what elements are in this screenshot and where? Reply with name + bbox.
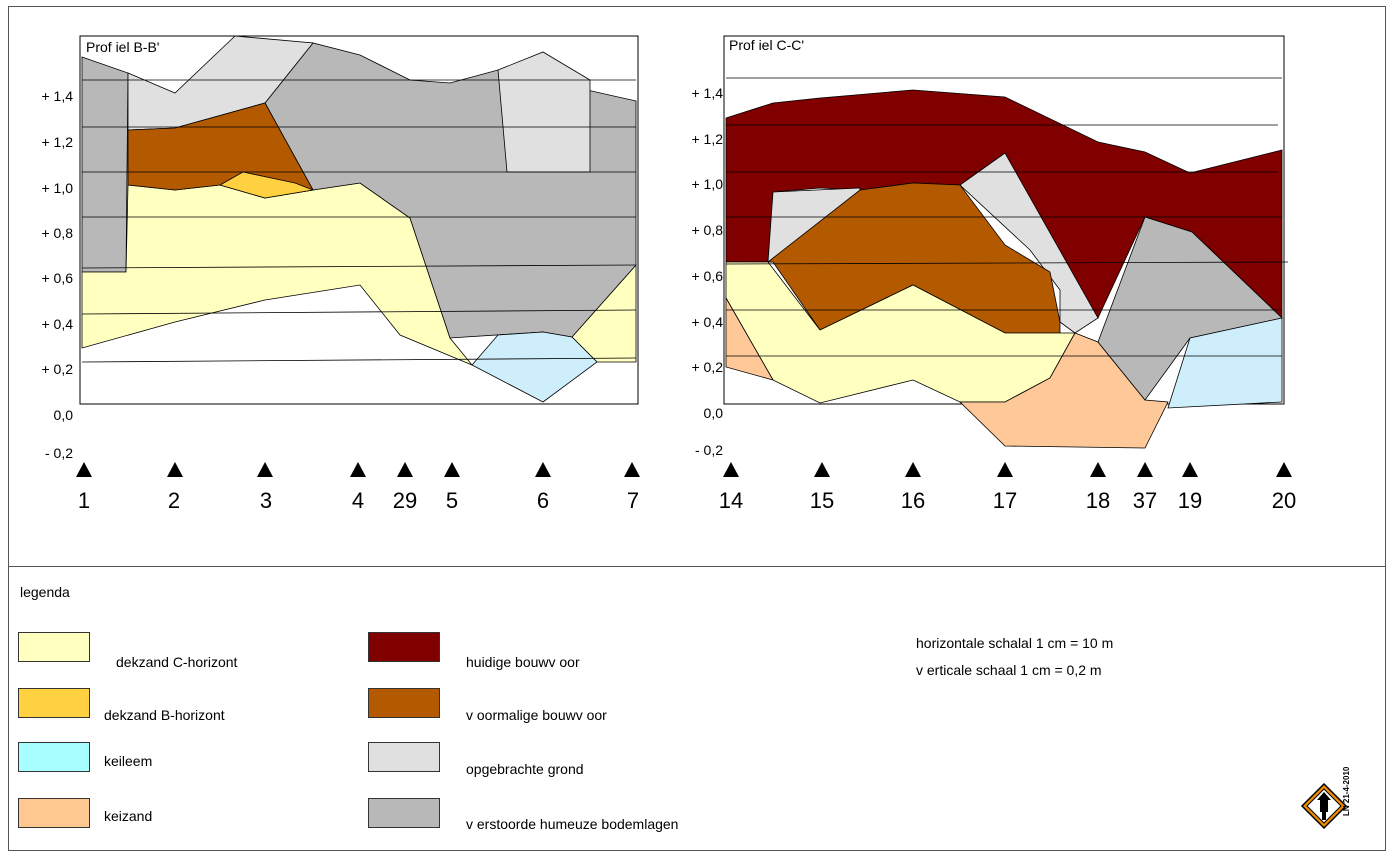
- cc-opgebracht-right: [959, 152, 1099, 334]
- cc-point-label: 37: [1133, 488, 1157, 513]
- bb-point-label: 29: [393, 488, 417, 513]
- cc-point-label: 19: [1178, 488, 1202, 513]
- bb-y-label: 0,0: [54, 407, 74, 423]
- legend-label-opgebracht: opgebrachte grond: [466, 761, 584, 777]
- logo-text: LN 21-4-2010: [1342, 766, 1351, 816]
- legend-title: legenda: [20, 584, 70, 600]
- legend-label-c-horizon: dekzand C-horizont: [116, 654, 238, 670]
- bb-marker-2: [167, 462, 183, 477]
- cc-marker-14: [723, 462, 739, 477]
- cc-keizand-left: [725, 296, 774, 381]
- cc-marker-15: [814, 462, 830, 477]
- cc-y-label: 0,0: [704, 405, 724, 421]
- cc-y-label: + 1,2: [691, 131, 723, 147]
- cc-point-label: 18: [1086, 488, 1110, 513]
- bb-y-label: + 0,4: [41, 316, 73, 332]
- cc-marker-19: [1182, 462, 1198, 477]
- logo-icon: [1300, 782, 1348, 830]
- cc-point-label: 17: [993, 488, 1017, 513]
- bb-point-label: 6: [537, 488, 549, 513]
- bb-marker-1: [76, 462, 92, 477]
- legend-label-keileem: keileem: [104, 753, 153, 769]
- legend-swatch-opgebracht: [368, 742, 440, 772]
- cc-gridlines: [725, 77, 1289, 357]
- cc-y-label: + 1,0: [691, 176, 723, 192]
- bb-marker-3: [257, 462, 273, 477]
- bb-y-label: + 0,6: [41, 270, 73, 286]
- bb-point-label: 5: [446, 488, 458, 513]
- bb-point-label: 2: [168, 488, 180, 513]
- legend-swatch-verstoord: [368, 798, 440, 828]
- scale-vertical: v erticale schaal 1 cm = 0,2 m: [916, 662, 1102, 678]
- cc-title: Prof iel C-C': [729, 37, 804, 53]
- bb-point-label: 1: [78, 488, 90, 513]
- bb-y-label: + 0,8: [41, 225, 73, 241]
- cc-y-label: + 0,4: [691, 314, 723, 330]
- cc-marker-16: [905, 462, 921, 477]
- bb-marker-6: [535, 462, 551, 477]
- cc-marker-37: [1137, 462, 1153, 477]
- cc-marker-18: [1090, 462, 1106, 477]
- bb-point-label: 4: [352, 488, 364, 513]
- cc-point-label: 14: [719, 488, 743, 513]
- legend-swatch-voormalige: [368, 688, 440, 718]
- scale-horizontal: horizontale schalal 1 cm = 10 m: [916, 635, 1114, 651]
- legend-frame: [8, 566, 1386, 851]
- bb-point-label: 7: [627, 488, 639, 513]
- cc-y-label: - 0,2: [695, 442, 723, 458]
- cc-point-labels: 14 15 16 17 18 37 19 20: [719, 488, 1296, 513]
- bb-y-label: + 0,2: [41, 361, 73, 377]
- legend-swatch-b-horizon: [18, 688, 90, 718]
- bb-b-horizon: [218, 171, 315, 199]
- cc-y-label: + 1,4: [691, 85, 723, 101]
- cc-y-label: + 0,2: [691, 359, 723, 375]
- cc-markers: [723, 462, 1292, 477]
- legend-label-verstoord: v erstoorde humeuze bodemlagen: [466, 816, 679, 832]
- cc-y-labels: + 1,4 + 1,2 + 1,0 + 0,8 + 0,6 + 0,4 + 0,…: [691, 85, 723, 458]
- bb-marker-7: [624, 462, 640, 477]
- legend-swatch-c-horizon: [18, 632, 90, 662]
- bb-marker-29: [397, 462, 413, 477]
- bb-y-label: + 1,4: [41, 88, 73, 104]
- bb-gridlines: [81, 79, 637, 363]
- legend-label-huidige: huidige bouwv oor: [466, 654, 580, 670]
- profile-cc: [723, 35, 1292, 477]
- legend-swatch-huidige: [368, 632, 440, 662]
- cc-y-label: + 0,6: [691, 268, 723, 284]
- bb-keileem: [471, 331, 598, 403]
- bb-title: Prof iel B-B': [86, 39, 159, 55]
- bb-point-labels: 1 2 3 4 29 5 6 7: [78, 488, 639, 513]
- cc-point-label: 15: [810, 488, 834, 513]
- cc-keileem: [1167, 317, 1283, 409]
- profile-bb: [76, 35, 640, 477]
- bb-y-labels: + 1,4 + 1,2 + 1,0 + 0,8 + 0,6 + 0,4 + 0,…: [41, 88, 73, 461]
- cc-y-label: + 0,8: [691, 222, 723, 238]
- legend-label-b-horizon: dekzand B-horizont: [104, 707, 225, 723]
- cc-marker-20: [1276, 462, 1292, 477]
- bb-point-label: 3: [260, 488, 272, 513]
- cc-point-label: 20: [1272, 488, 1296, 513]
- legend-swatch-keileem: [18, 742, 90, 772]
- legend-swatch-keizand: [18, 798, 90, 828]
- bb-y-label: + 1,0: [41, 180, 73, 196]
- bb-verstoord-left: [81, 56, 129, 273]
- cc-marker-17: [997, 462, 1013, 477]
- bb-opgebracht-right: [497, 51, 591, 173]
- bb-markers: [76, 462, 640, 477]
- bb-marker-5: [444, 462, 460, 477]
- legend-label-keizand: keizand: [104, 808, 153, 824]
- bb-y-label: - 0,2: [45, 445, 73, 461]
- bb-marker-4: [350, 462, 366, 477]
- legend-label-voormalige: v oormalige bouwv oor: [466, 707, 607, 723]
- cc-point-label: 16: [901, 488, 925, 513]
- bb-y-label: + 1,2: [41, 134, 73, 150]
